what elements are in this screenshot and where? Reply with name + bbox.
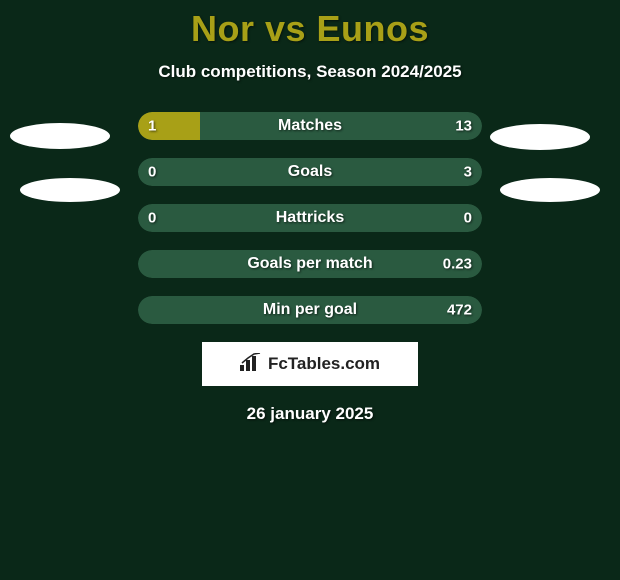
comparison-chart: 1Matches13 0Goals3 0Hattricks0 Goals per ma… <box>0 112 620 324</box>
comparison-bar-row: 0Goals3 <box>138 158 482 186</box>
comparison-bar-row: 0Hattricks0 <box>138 204 482 232</box>
footer-date: 26 january 2025 <box>0 404 620 424</box>
comparison-bar-row: Min per goal472 <box>138 296 482 324</box>
bar-right-segment <box>138 250 482 278</box>
header: Nor vs Eunos Club competitions, Season 2… <box>0 0 620 82</box>
page-title: Nor vs Eunos <box>0 8 620 50</box>
bar-right-segment <box>138 158 482 186</box>
bar-left-segment <box>138 112 200 140</box>
comparison-bars: 1Matches13 0Goals3 0Hattricks0 Goals per ma… <box>138 112 482 324</box>
brand-text: FcTables.com <box>268 354 380 374</box>
bars-icon <box>240 353 262 376</box>
decorative-ellipse <box>490 124 590 150</box>
bar-right-segment <box>138 204 482 232</box>
page-subtitle: Club competitions, Season 2024/2025 <box>0 62 620 82</box>
bar-right-segment <box>138 296 482 324</box>
decorative-ellipse <box>500 178 600 202</box>
decorative-ellipse <box>20 178 120 202</box>
comparison-bar-row: Goals per match0.23 <box>138 250 482 278</box>
brand-logo[interactable]: FcTables.com <box>202 342 418 386</box>
comparison-bar-row: 1Matches13 <box>138 112 482 140</box>
decorative-ellipse <box>10 123 110 149</box>
